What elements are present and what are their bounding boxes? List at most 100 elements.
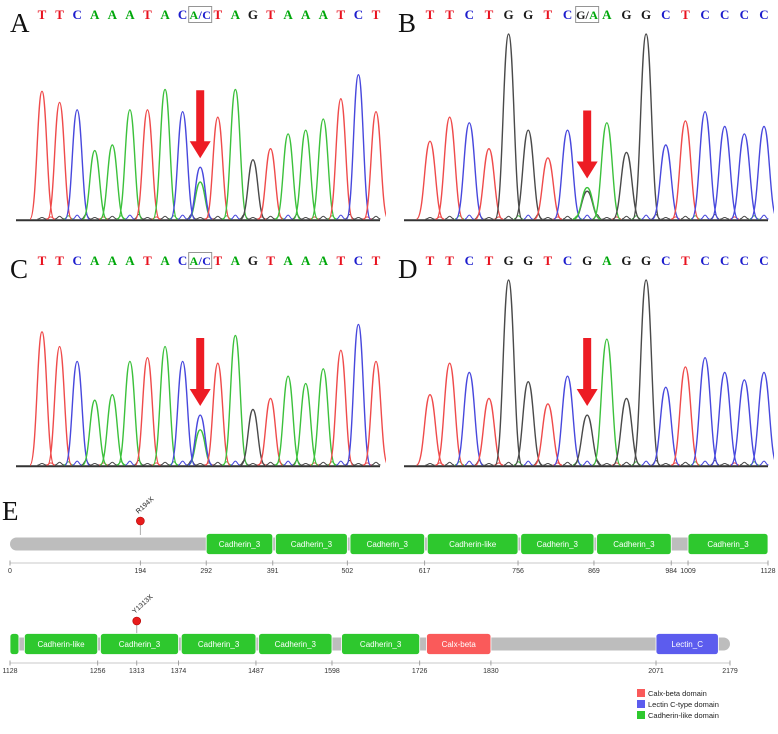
trace-peak-A (82, 399, 108, 466)
axis-tick-label: 1009 (680, 568, 696, 575)
sequence-base: A (189, 8, 198, 22)
baseline-noise (248, 216, 258, 220)
baseline-noise (107, 215, 117, 220)
sequence-base: C (354, 7, 363, 22)
baseline-noise (353, 216, 363, 220)
axis-tick-label: 391 (267, 568, 279, 575)
sequence-base: C (700, 253, 709, 268)
legend-swatch-calx (637, 689, 645, 697)
trace-peak-C (455, 122, 484, 220)
chromatogram-panel-C: C T T C A A A T A C A / C T A G T A A A T C T (10, 252, 386, 468)
trace-peak-G (514, 129, 543, 220)
domain-label: Calx-beta (442, 640, 477, 649)
trace-peak-A (293, 382, 319, 466)
trace-peak-A (573, 186, 601, 220)
trace-peak-C (710, 371, 739, 466)
mutation-label: Y1313X (131, 593, 154, 615)
baseline-noise (230, 214, 240, 220)
trace-peak-T (29, 90, 55, 220)
trace-peak-C (553, 375, 582, 466)
baseline-noise (425, 216, 435, 220)
baseline-noise (336, 214, 346, 220)
trace-peak-A (592, 338, 621, 466)
mutation-label: R194X (135, 496, 156, 516)
baseline-noise (484, 216, 494, 220)
domain-block (205, 533, 274, 555)
baseline-noise (700, 214, 710, 220)
panel-label: C (10, 254, 28, 284)
variant-arrow-icon (576, 338, 598, 407)
sequence-base: C (465, 253, 474, 268)
axis-tick-label: 756 (512, 568, 524, 575)
protein-domain-map: E Cadherin_3 Cadherin_3 Cadherin_3 Cadherin-… (2, 496, 776, 720)
domain-block (426, 633, 492, 655)
baseline-noise (759, 214, 769, 220)
baseline-noise (582, 214, 592, 220)
baseline-noise (464, 460, 474, 466)
sequence-base: G (523, 7, 533, 22)
sequence-base: A (589, 8, 598, 22)
trace-peak-T (257, 148, 284, 220)
baseline-noise (371, 215, 381, 220)
domain-label: Cadherin_3 (707, 540, 749, 549)
baseline-noise (160, 461, 170, 466)
baseline-noise (504, 461, 514, 466)
trace-peak-C (730, 133, 759, 220)
trace-peak-A (275, 375, 301, 466)
trace-peak-A (222, 88, 249, 220)
sequence-base: T (143, 7, 152, 22)
sequence-base: G (248, 7, 258, 22)
sequence-base: C (465, 7, 474, 22)
axis-tick-label: 1128 (760, 568, 775, 575)
trace-peak-T (415, 140, 445, 220)
trace-peak-T (29, 331, 55, 466)
baseline-noise (283, 460, 293, 466)
baseline-noise (661, 216, 671, 220)
baseline-noise (213, 215, 223, 220)
sequence-base: T (266, 7, 275, 22)
sequence-base: A (90, 7, 100, 22)
axis-tick-label: 1256 (90, 668, 106, 675)
sequence-base: T (544, 7, 553, 22)
axis-tick-label: 1374 (171, 668, 187, 675)
trace-peak-T (46, 345, 73, 466)
trace-peak-G (612, 151, 641, 220)
trace-peak-A (99, 394, 125, 466)
trace-peak-A (275, 133, 301, 220)
sequence-base: T (337, 253, 346, 268)
domain-block (341, 633, 421, 655)
sequence-base: T (485, 253, 494, 268)
sequence-base: C (720, 253, 729, 268)
sequence-base: T (143, 253, 152, 268)
sequence-base: T (38, 7, 47, 22)
baseline-noise (292, 459, 302, 466)
trace-peak-A (310, 368, 336, 466)
sequence-base: G (641, 253, 651, 268)
baseline-noise (230, 460, 240, 466)
variant-arrow-icon (189, 338, 211, 407)
legend-swatch-lectin (637, 700, 645, 708)
trace-peak-A (222, 334, 249, 466)
baseline-noise (680, 215, 690, 220)
sequence-base: T (55, 7, 64, 22)
sequence-base: C (563, 253, 572, 268)
baseline-noise (680, 461, 690, 466)
trace-peak-G (632, 33, 661, 220)
sequence-base: G (582, 253, 592, 268)
baseline-noise (125, 460, 135, 466)
axis-tick-label: 869 (588, 568, 600, 575)
trace-peak-A (592, 122, 621, 220)
baseline-noise (37, 462, 47, 466)
baseline-noise (464, 214, 474, 220)
baseline-noise (353, 462, 363, 466)
baseline-noise (90, 216, 100, 220)
trace-peak-C (691, 357, 720, 466)
sequence-base: T (681, 7, 690, 22)
trace-peak-C (345, 323, 372, 466)
baseline-noise (55, 461, 65, 466)
sequence-base: A (160, 7, 170, 22)
baseline-noise (621, 461, 632, 466)
axis-tick-label: 2071 (648, 668, 664, 675)
domain-block (520, 533, 595, 555)
